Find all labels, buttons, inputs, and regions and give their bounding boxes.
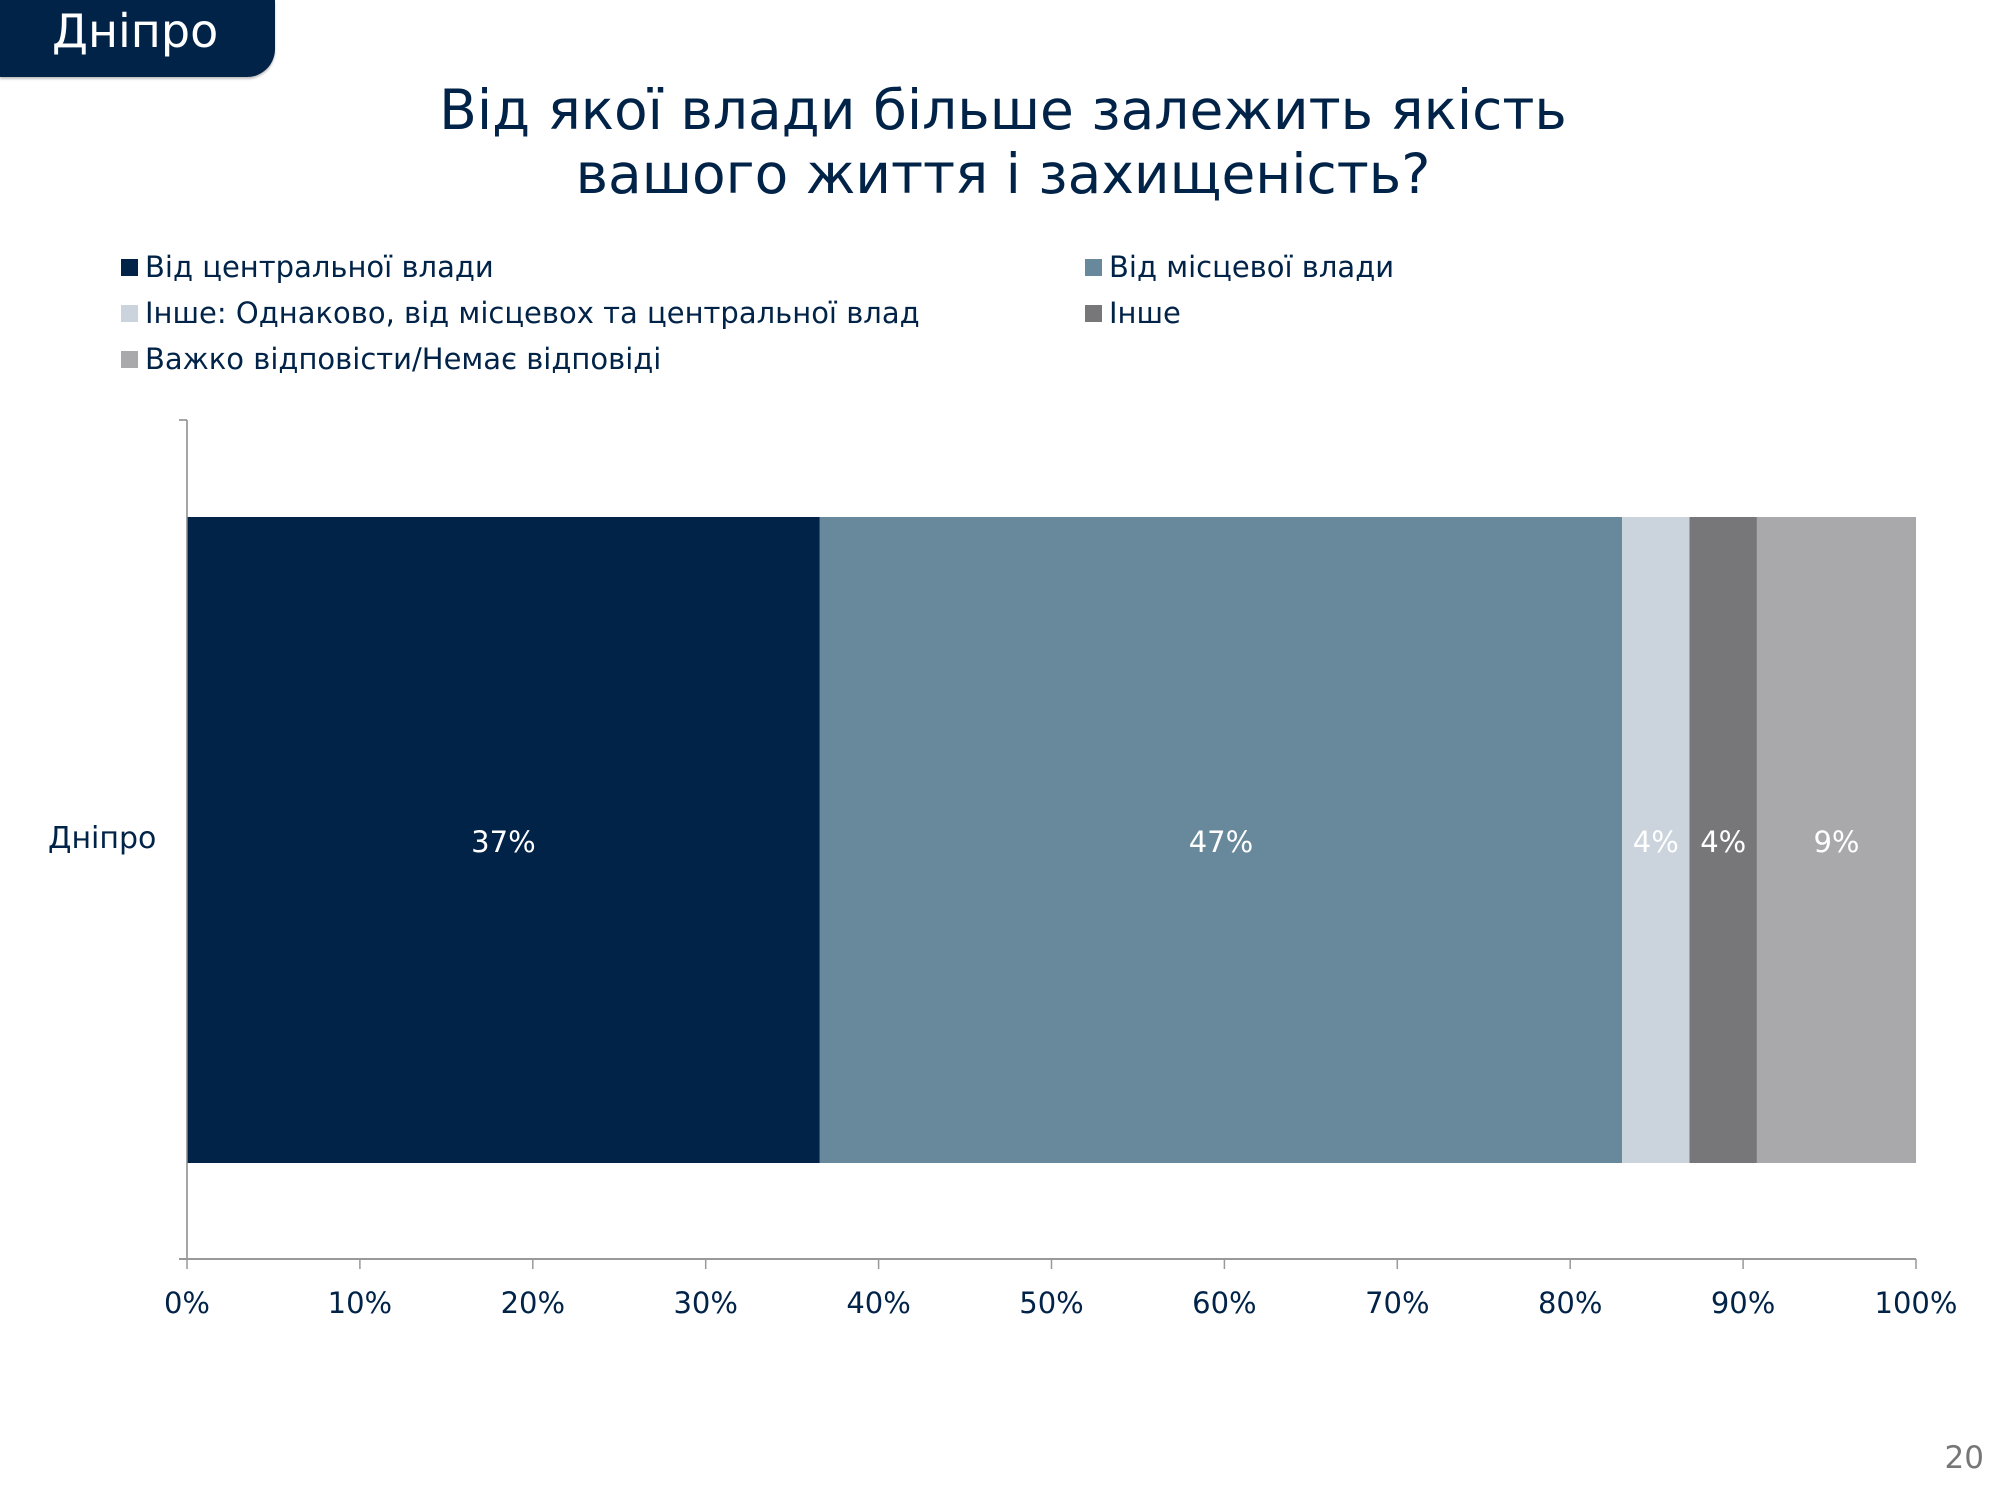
legend-swatch bbox=[1085, 258, 1102, 276]
page-number: 20 bbox=[1944, 1440, 1984, 1476]
legend-label: Від місцевої влади bbox=[1109, 250, 1395, 284]
x-tick-label: 90% bbox=[1711, 1286, 1775, 1320]
chart-title: Від якої влади більше залежить якість ва… bbox=[300, 78, 1706, 206]
legend-label: Від центральної влади bbox=[145, 250, 494, 284]
bar-segment-2 bbox=[1622, 517, 1690, 1163]
legend-label: Інше bbox=[1109, 296, 1181, 330]
segment-labels: 37% 47% 4% 4% 9% bbox=[471, 825, 1859, 859]
axes bbox=[179, 419, 1917, 1269]
bar-segment-3 bbox=[1689, 517, 1757, 1163]
x-tick-label: 100% bbox=[1875, 1286, 1958, 1320]
chart-title-line-2: вашого життя і захищеність? bbox=[575, 142, 1431, 206]
legend-label: Інше: Однаково, від місцевох та централь… bbox=[145, 296, 920, 330]
region-tab-label: Дніпро bbox=[52, 4, 219, 58]
legend-swatch bbox=[121, 350, 138, 368]
legend-item-local: Від місцевої влади bbox=[1085, 250, 1394, 284]
region-tab: Дніпро bbox=[0, 0, 275, 77]
x-tick-label: 20% bbox=[501, 1286, 565, 1320]
x-tick-label: 30% bbox=[673, 1286, 737, 1320]
x-tick-label: 80% bbox=[1538, 1286, 1602, 1320]
legend-item-equal: Інше: Однаково, від місцевох та централь… bbox=[121, 296, 920, 330]
legend-item-central: Від центральної влади bbox=[121, 250, 494, 284]
chart-title-line-1: Від якої влади більше залежить якість bbox=[439, 78, 1567, 142]
x-tick-label: 40% bbox=[846, 1286, 910, 1320]
legend-item-no-answer: Важко відповісти/Немає відповіді bbox=[121, 342, 661, 376]
bar-segment-4 bbox=[1756, 517, 1916, 1163]
bar-segment-1 bbox=[819, 517, 1623, 1163]
category-label: Дніпро bbox=[48, 821, 157, 856]
data-label-3: 4% bbox=[1700, 825, 1746, 859]
x-tick-labels: 0% 10% 20% 30% 40% 50% 60% 70% 80% 90% 100% bbox=[164, 1286, 1957, 1320]
legend-swatch bbox=[121, 258, 138, 276]
legend-label: Важко відповісти/Немає відповіді bbox=[145, 342, 662, 376]
legend-item-other: Інше bbox=[1085, 296, 1181, 330]
data-label-1: 47% bbox=[1189, 825, 1253, 859]
data-label-0: 37% bbox=[471, 825, 535, 859]
bar-segments bbox=[187, 517, 1916, 1163]
data-label-4: 9% bbox=[1813, 825, 1859, 859]
x-tick-label: 70% bbox=[1365, 1286, 1429, 1320]
x-tick-label: 0% bbox=[164, 1286, 210, 1320]
data-label-2: 4% bbox=[1633, 825, 1679, 859]
x-tick-label: 10% bbox=[328, 1286, 392, 1320]
x-tick-label: 60% bbox=[1192, 1286, 1256, 1320]
bar-segment-0 bbox=[187, 517, 820, 1163]
legend-swatch bbox=[121, 304, 138, 322]
x-tick-label: 50% bbox=[1019, 1286, 1083, 1320]
legend-swatch bbox=[1085, 304, 1102, 322]
